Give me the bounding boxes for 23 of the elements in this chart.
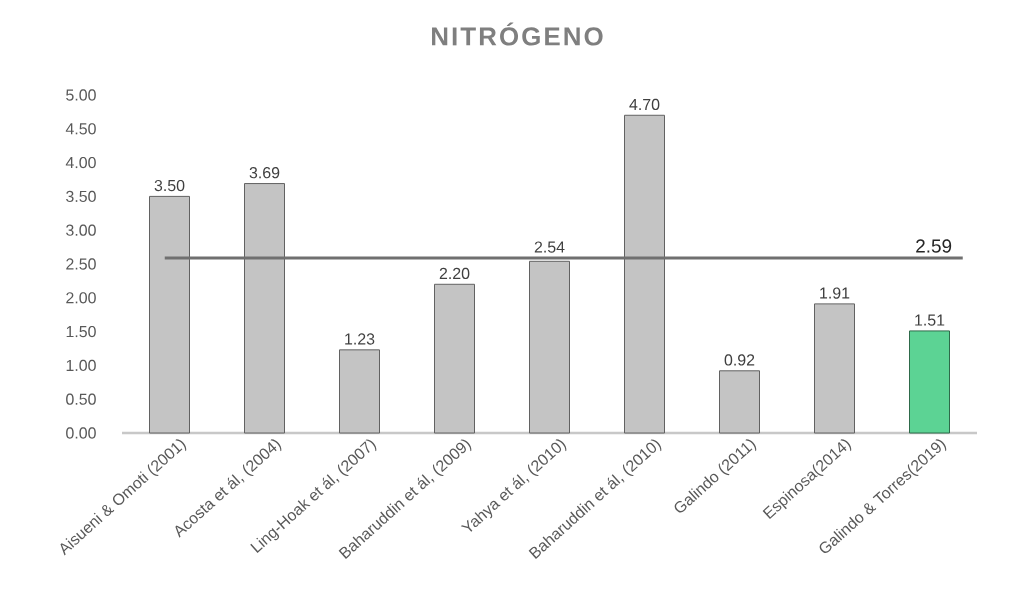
data-label: 0.92 — [724, 354, 755, 366]
y-tick-label: 2.50 — [66, 258, 96, 270]
y-tick-label: 0.00 — [66, 427, 96, 439]
y-tick-label: 3.50 — [66, 190, 96, 203]
data-label: 4.70 — [629, 98, 660, 111]
data-label: 3.69 — [249, 167, 280, 179]
y-tick-label: 1.50 — [66, 325, 96, 338]
chart-title: NITRÓGENO — [432, 22, 603, 46]
y-tick-label: 4.00 — [65, 156, 96, 169]
data-label: 1.51 — [915, 314, 945, 326]
y-tick-label: 0.50 — [66, 393, 96, 405]
y-tick-label: 3.00 — [66, 224, 96, 236]
data-label: 2.20 — [439, 267, 470, 280]
y-tick-label: 2.00 — [66, 292, 96, 304]
data-label: 1.23 — [345, 333, 375, 345]
y-tick-label: 1.00 — [66, 359, 96, 372]
y-tick-label: 4.50 — [65, 123, 96, 135]
data-label: 2.54 — [534, 241, 565, 253]
bar — [909, 330, 950, 434]
y-tick-label: 5.00 — [66, 89, 96, 101]
data-label: 1.91 — [820, 287, 850, 299]
ref-line-label: 2.59 — [916, 239, 952, 253]
data-label: 3.50 — [154, 179, 185, 192]
